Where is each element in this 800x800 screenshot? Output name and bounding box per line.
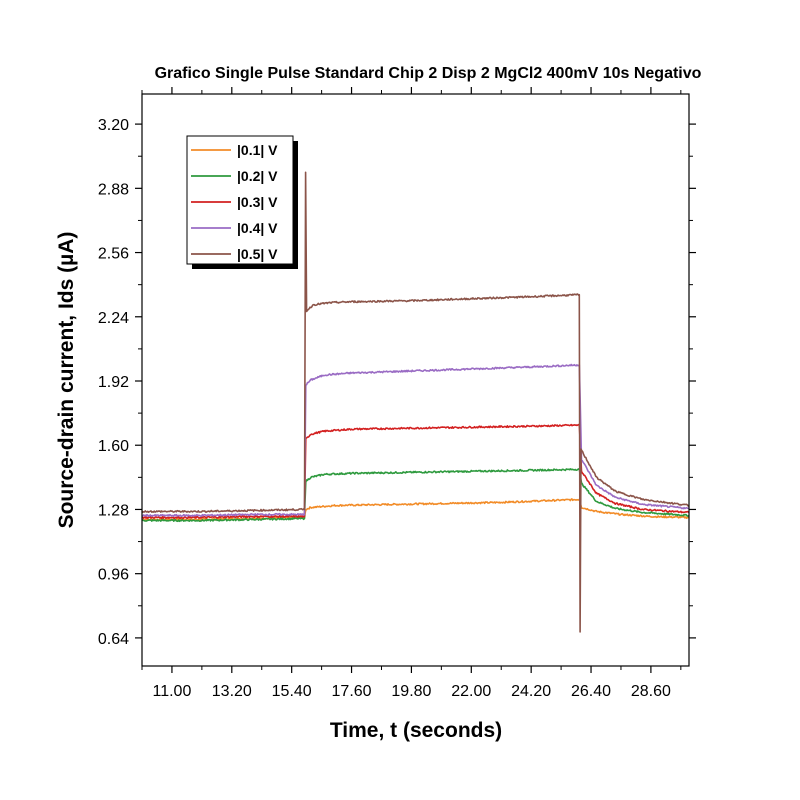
legend-label-4: |0.4| V xyxy=(237,220,278,236)
x-tick-label: 22.00 xyxy=(451,683,491,700)
series-line-3 xyxy=(142,423,690,520)
x-axis-title: Time, t (seconds) xyxy=(330,719,502,742)
y-tick-label: 1.60 xyxy=(98,438,129,455)
y-tick-label: 1.28 xyxy=(98,502,129,519)
chart-title: Grafico Single Pulse Standard Chip 2 Dis… xyxy=(155,65,702,82)
x-tick-label: 11.00 xyxy=(153,683,192,700)
legend-label-3: |0.3| V xyxy=(237,194,278,210)
series-line-5 xyxy=(141,171,690,633)
y-tick-label: 0.64 xyxy=(98,631,129,648)
y-tick-label: 0.96 xyxy=(98,567,129,584)
series-line-2 xyxy=(141,467,690,523)
legend: |0.1| V |0.2| V |0.3| V |0.4| V |0.5| V xyxy=(186,135,298,269)
legend-label-5: |0.5| V xyxy=(237,246,278,262)
y-tick-label: 2.24 xyxy=(98,310,129,327)
series-line-4 xyxy=(141,363,690,518)
x-tick-label: 13.20 xyxy=(212,683,252,700)
x-tick-label: 15.40 xyxy=(272,683,312,700)
y-tick-label: 3.20 xyxy=(98,117,129,134)
x-axis: 11.00 13.20 15.40 17.60 19.80 22.00 24.20 26.40… xyxy=(141,87,682,700)
y-axis: 0.64 0.96 1.28 1.60 1.92 2.24 2.56 2.88 3.20 xyxy=(98,117,696,648)
x-tick-label: 26.40 xyxy=(571,683,611,700)
plot-frame xyxy=(141,93,690,667)
legend-label-1: |0.1| V xyxy=(237,142,278,158)
series-layer xyxy=(141,171,690,633)
y-tick-label: 2.88 xyxy=(98,181,129,198)
x-tick-label: 17.60 xyxy=(332,683,372,700)
y-tick-label: 1.92 xyxy=(98,374,129,391)
legend-box xyxy=(186,135,294,265)
y-tick-label: 2.56 xyxy=(98,246,129,263)
x-tick-label: 19.80 xyxy=(391,683,431,700)
legend-label-2: |0.2| V xyxy=(237,168,278,184)
x-tick-label: 28.60 xyxy=(631,683,671,700)
x-tick-label: 24.20 xyxy=(511,683,551,700)
y-axis-title: Source-drain current, Ids (µA) xyxy=(55,232,78,529)
